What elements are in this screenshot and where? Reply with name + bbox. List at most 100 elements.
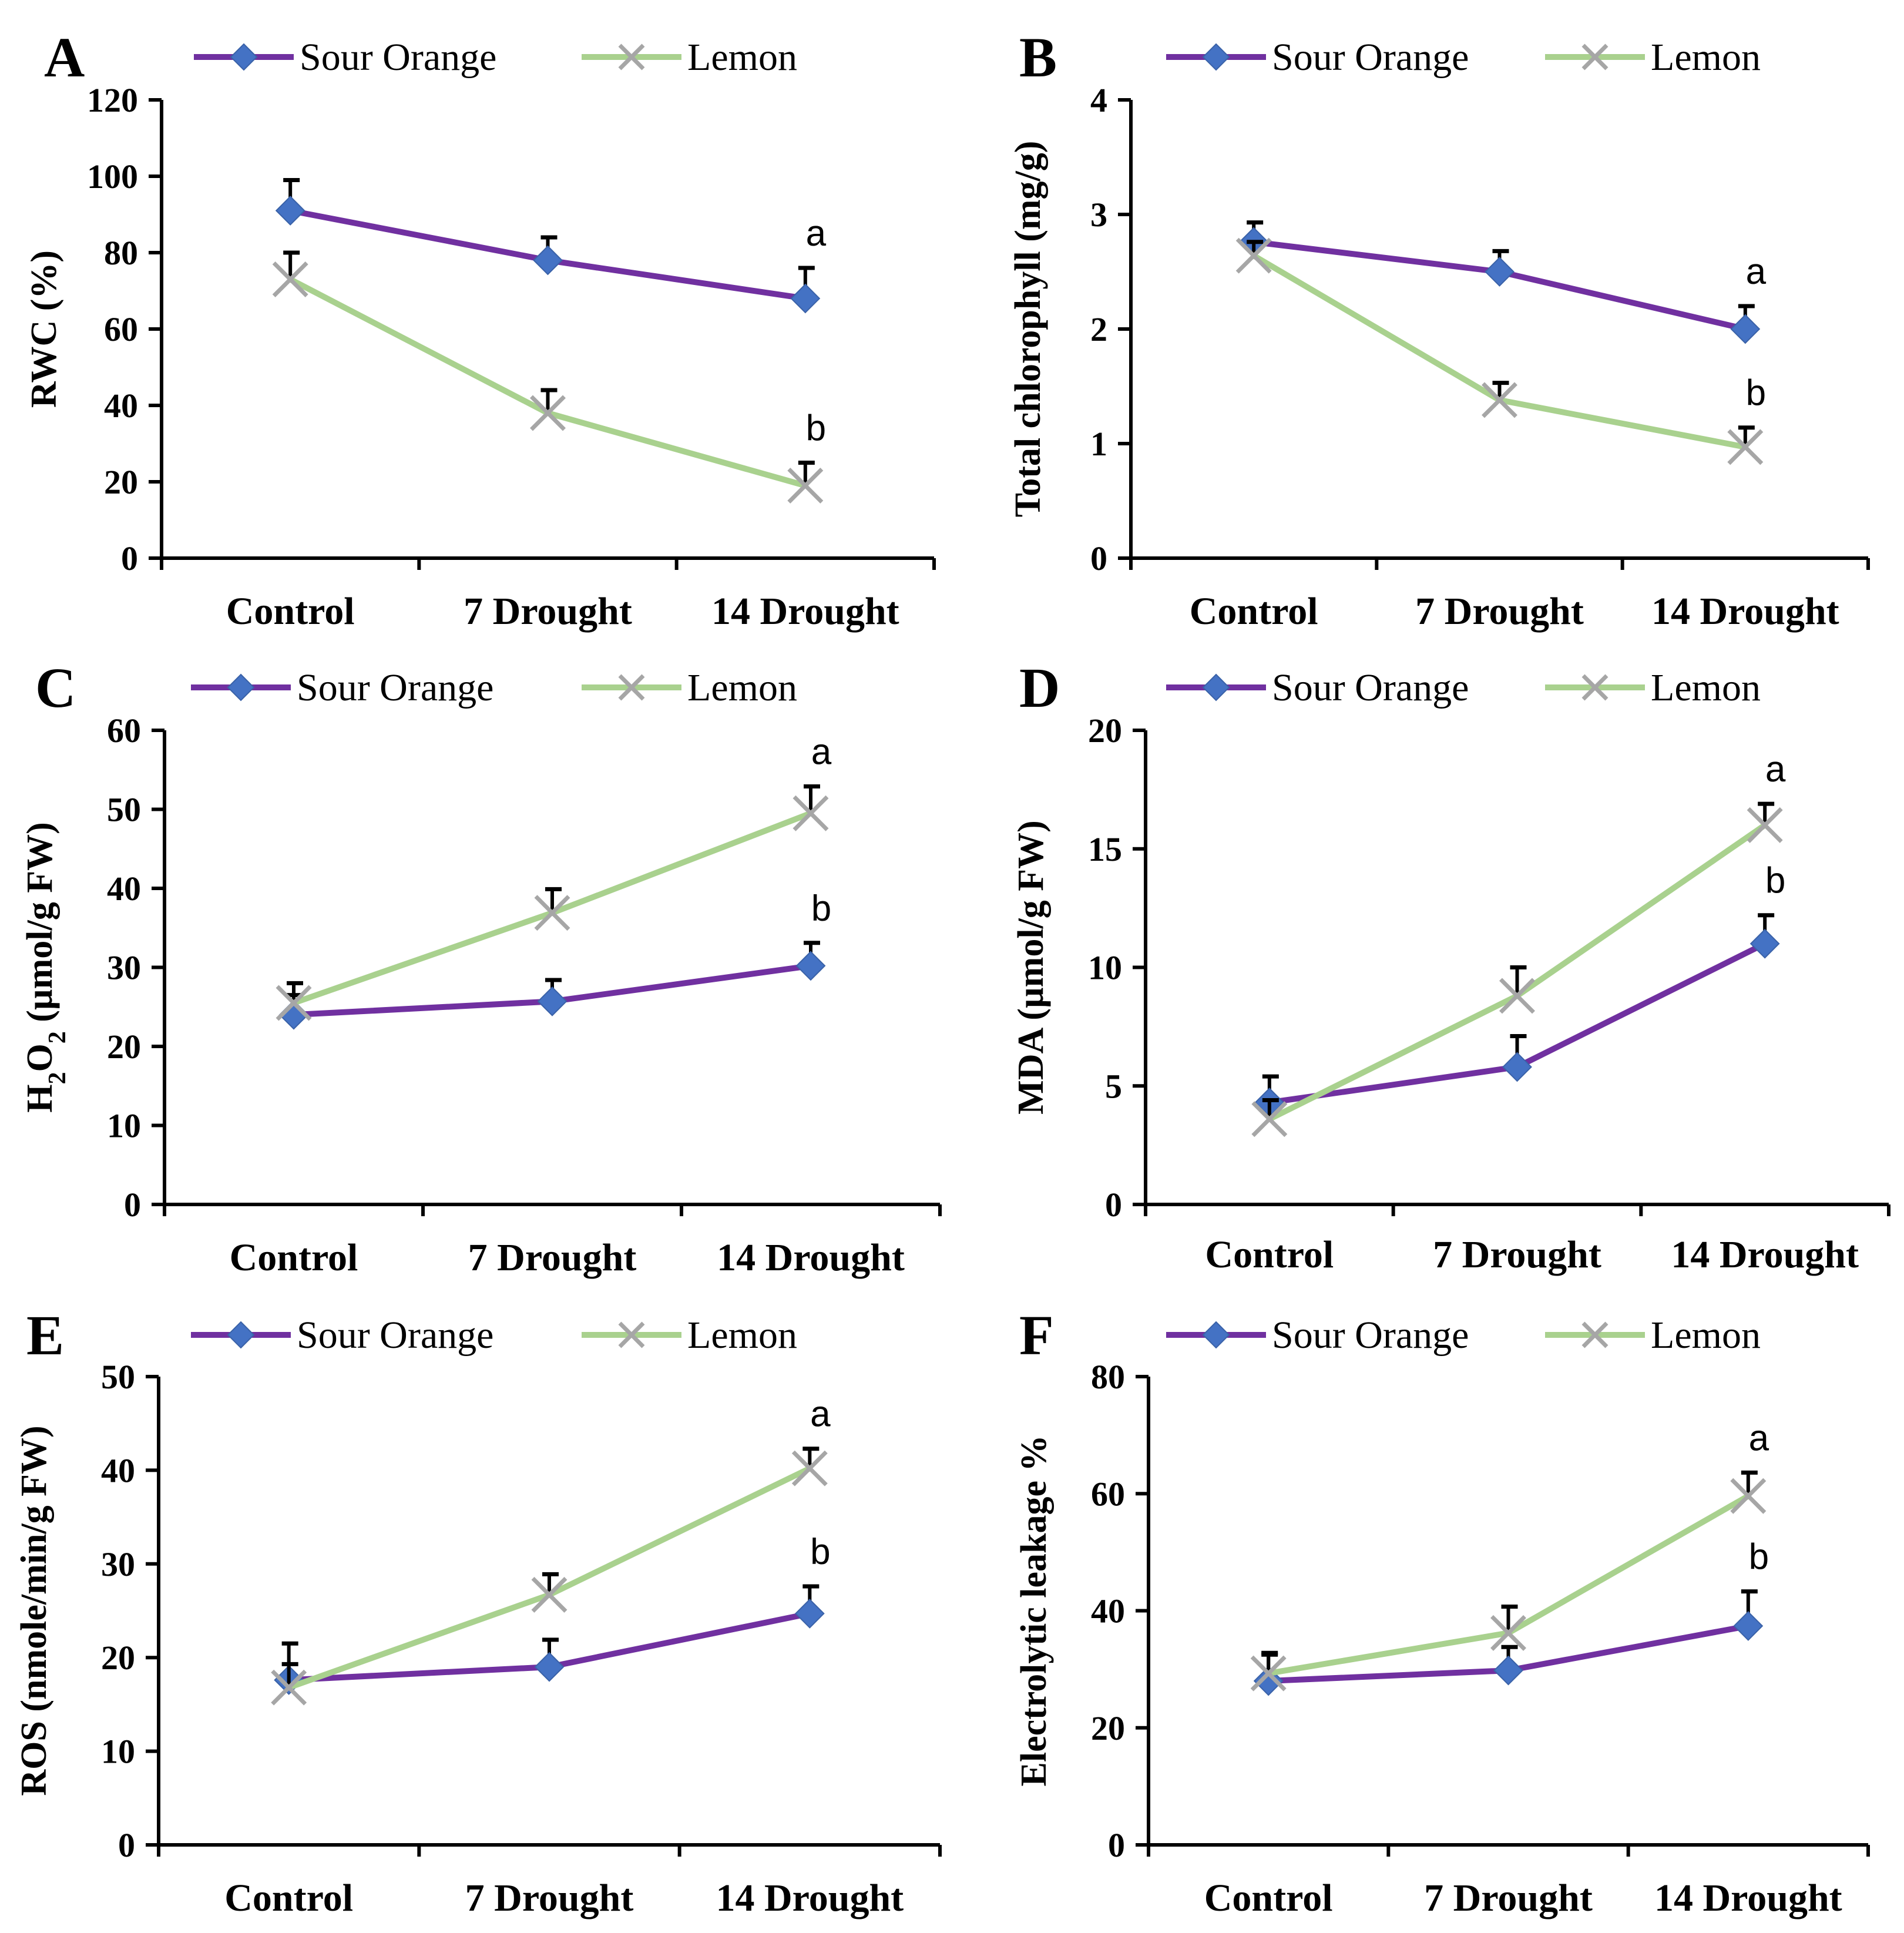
panel-letter: E	[26, 1304, 64, 1367]
y-tick-label: 50	[107, 791, 141, 829]
legend-entry-lemon: Lemon	[1545, 1314, 1761, 1357]
legend-label: Lemon	[687, 666, 797, 709]
y-axis-title-sub: 2	[44, 1031, 71, 1043]
x-tick-label: Control	[1204, 1877, 1333, 1919]
y-tick-label: 20	[107, 1028, 141, 1066]
y-tick-label: 60	[104, 310, 138, 348]
x-tick-label: 14 Drought	[711, 590, 899, 633]
y-tick-label: 10	[1088, 949, 1122, 987]
legend-marker	[230, 43, 258, 71]
legend-label: Sour Orange	[297, 666, 493, 709]
data-point	[534, 895, 570, 931]
y-tick-label: 10	[107, 1107, 141, 1145]
y-tick-label: 0	[1090, 539, 1107, 578]
y-tick-label: 60	[107, 712, 141, 750]
y-axis-title-o: O	[20, 1043, 60, 1072]
legend-entry-lemon: Lemon	[1545, 666, 1761, 709]
legend-marker	[1581, 674, 1609, 701]
legend-label: Sour Orange	[297, 1314, 493, 1357]
data-point	[790, 283, 821, 314]
data-point	[531, 1576, 567, 1613]
legend-label: Lemon	[1651, 1314, 1761, 1357]
y-tick-label: 0	[118, 1826, 135, 1864]
x-tick-label: 7 Drought	[468, 1236, 637, 1279]
data-point	[1747, 807, 1783, 843]
data-point	[533, 245, 563, 276]
y-axis-title: H2O2 (µmol/g FW)	[20, 822, 71, 1112]
chart-panel-b: B 0 1 2 3 4 Control 7 Drought 14 Drought Total ch…	[1008, 26, 1870, 633]
y-axis-title: RWC (%)	[24, 250, 64, 408]
panel-letter: A	[44, 26, 85, 89]
legend-entry-sour-orange: Sour Orange	[1166, 36, 1469, 79]
y-tick-label: 50	[101, 1358, 135, 1396]
y-tick-label: 40	[101, 1451, 135, 1489]
legend-marker	[1581, 43, 1609, 71]
chart-panel-d: D 0 5 10 15 20 Control 7 Drought 14 Drought MDA (…	[1011, 656, 1890, 1276]
data-point	[534, 1652, 565, 1682]
y-tick-label: 80	[1091, 1358, 1125, 1396]
data-point	[276, 985, 312, 1021]
y-tick-label: 100	[87, 157, 138, 196]
data-point	[275, 196, 305, 226]
series-sour-orange: a	[275, 178, 827, 314]
data-point	[787, 468, 824, 504]
legend-marker	[618, 674, 645, 701]
y-tick-label: 2	[1090, 310, 1107, 348]
x-tick-label: 7 Drought	[465, 1877, 634, 1919]
data-point	[1502, 1052, 1532, 1082]
series-lemon: a	[271, 1394, 831, 1706]
data-point	[1485, 257, 1515, 287]
x-tick-label: 7 Drought	[464, 590, 632, 633]
legend-entry-sour-orange: Sour Orange	[1166, 1314, 1469, 1357]
data-point	[793, 795, 829, 831]
legend-marker	[227, 1321, 255, 1349]
data-point	[271, 1669, 307, 1706]
legend-marker	[618, 43, 645, 71]
y-tick-label: 30	[101, 1545, 135, 1583]
legend-entry-sour-orange: Sour Orange	[194, 36, 496, 79]
legend-marker	[1202, 1321, 1230, 1349]
x-tick-label: 7 Drought	[1424, 1877, 1593, 1919]
chart-panel-e: E 0 10 20 30 40 50 Control 7 Drought 14 Drought RO…	[14, 1304, 942, 1919]
legend-label: Sour Orange	[300, 36, 496, 79]
legend-label: Lemon	[1651, 666, 1761, 709]
data-point	[1730, 1478, 1767, 1514]
y-tick-label: 60	[1091, 1475, 1125, 1513]
significance-letter: b	[1746, 373, 1766, 414]
significance-letter: a	[811, 731, 832, 772]
data-point	[1727, 429, 1764, 465]
legend-entry-lemon: Lemon	[1545, 36, 1761, 79]
x-tick-label: Control	[1205, 1233, 1334, 1276]
x-tick-label: Control	[230, 1236, 358, 1279]
panel-letter: F	[1019, 1304, 1054, 1367]
data-point	[1235, 237, 1272, 274]
x-tick-label: 7 Drought	[1415, 590, 1584, 633]
x-tick-label: 7 Drought	[1433, 1233, 1601, 1276]
significance-letter: b	[811, 888, 831, 929]
data-point	[537, 986, 567, 1016]
data-point	[1493, 1655, 1523, 1686]
legend-label: Lemon	[687, 1314, 797, 1357]
y-tick-label: 40	[1091, 1592, 1125, 1630]
legend-marker	[1202, 673, 1230, 702]
y-tick-label: 4	[1090, 81, 1107, 119]
x-tick-label: 14 Drought	[717, 1236, 905, 1279]
legend-label: Sour Orange	[1272, 666, 1469, 709]
y-tick-label: 20	[101, 1639, 135, 1677]
y-axis-title-sub: 2	[44, 1072, 71, 1085]
significance-letter: b	[806, 408, 826, 449]
y-tick-label: 120	[87, 81, 138, 119]
significance-letter: a	[1746, 251, 1767, 292]
y-tick-label: 1	[1090, 425, 1107, 463]
series-lemon: b	[1235, 237, 1766, 465]
series-sour-orange: a	[1238, 220, 1767, 344]
data-point	[1733, 1610, 1764, 1641]
legend-entry-lemon: Lemon	[582, 666, 797, 709]
data-point	[1251, 1101, 1288, 1137]
series-lemon: b	[272, 250, 826, 504]
y-tick-label: 20	[1091, 1709, 1125, 1747]
data-point	[272, 261, 308, 297]
x-tick-label: Control	[224, 1877, 353, 1919]
y-tick-label: 0	[124, 1186, 141, 1224]
data-point	[794, 1598, 825, 1629]
